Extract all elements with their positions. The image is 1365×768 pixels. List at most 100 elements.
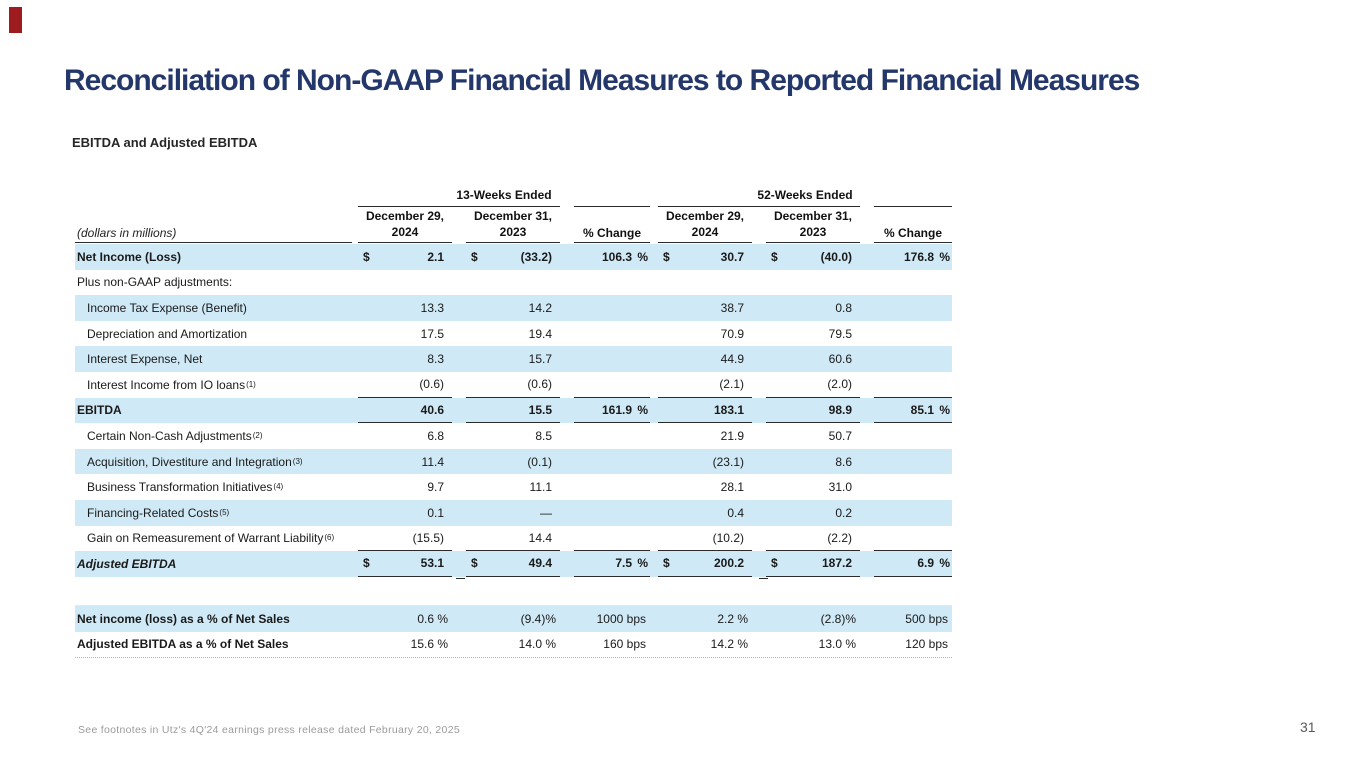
table-cell: (2.0): [766, 372, 860, 398]
table-cell: [574, 295, 650, 321]
group-underline: [874, 206, 952, 207]
table-row: Adjusted EBITDA $53.1 $49.4 7.5% $200.2 $187.…: [75, 551, 952, 579]
table-cell: 8.5: [535, 428, 552, 443]
table-cell: [874, 526, 952, 552]
row-label: Net Income (Loss): [77, 249, 182, 264]
row-label: Adjusted EBITDA: [77, 556, 177, 571]
table-cell: 9.7: [427, 480, 444, 495]
units-label: (dollars in millions): [77, 226, 177, 240]
table-row: Interest Income from IO loans (1) (0.6) (0.…: [75, 372, 952, 398]
header-underline: [466, 242, 560, 243]
row-label: Adjusted EBITDA as a % of Net Sales: [77, 637, 289, 652]
row-label: Certain Non-Cash Adjustments (2): [87, 428, 263, 443]
table-cell: 50.7: [828, 428, 852, 443]
table-body: Net Income (Loss) $2.1 $ (33.2) 106.3% $30.7 $…: [75, 244, 952, 579]
table-cell: 160 bps: [603, 637, 646, 652]
group-underline: [358, 206, 560, 207]
header-underline: [358, 242, 452, 243]
table-cell: 17.5: [420, 326, 444, 341]
table-cell: 15.6 %: [410, 637, 448, 652]
table-cell: 161.9%: [574, 398, 650, 424]
table-row: Business Transformation Initiatives (4) 9.…: [75, 474, 952, 500]
table-row: Certain Non-Cash Adjustments (2) 6.8 8.5 21.…: [75, 423, 952, 449]
table-cell: [874, 270, 952, 296]
table-cell: (2.2): [766, 526, 860, 552]
header-underline: [75, 242, 352, 243]
table-cell: 14.0 %: [518, 637, 556, 652]
table-row: Plus non-GAAP adjustments:: [75, 270, 952, 296]
table-row: Adjusted EBITDA as a % of Net Sales 15.6 …: [75, 632, 952, 659]
table-cell: 0.1: [427, 505, 444, 520]
row-label: Net income (loss) as a % of Net Sales: [77, 611, 290, 626]
row-label: Business Transformation Initiatives (4): [87, 480, 284, 495]
table-cell: 0.4: [727, 505, 744, 520]
row-label: EBITDA: [77, 403, 122, 418]
header-underline: [874, 242, 952, 243]
column-header-pct-change: % Change: [582, 226, 641, 240]
table-cell: $49.4: [466, 551, 560, 577]
table-body-ratios: Net income (loss) as a % of Net Sales 0.6…: [75, 605, 952, 659]
row-label: Interest Income from IO loans (1): [87, 377, 256, 392]
table-cell: 15.7: [528, 352, 552, 367]
double-underline-mark: [456, 577, 465, 579]
table-cell: 8.3: [427, 352, 444, 367]
row-label: Gain on Remeasurement of Warrant Liabili…: [87, 531, 335, 546]
table-cell: 500 bps: [905, 611, 948, 626]
table-cell: 106.3%: [601, 249, 648, 264]
table-cell: [574, 449, 650, 475]
table-row: Interest Expense, Net 8.3 15.7 44.9 60.6: [75, 346, 952, 372]
table-cell: 1000 bps: [596, 611, 646, 626]
table-cell: 0.6 %: [417, 611, 448, 626]
group-underline: [658, 206, 860, 207]
table-cell: 79.5: [828, 326, 852, 341]
page-number: 31: [1300, 719, 1316, 735]
table-title: EBITDA and Adjusted EBITDA: [72, 135, 258, 150]
row-label: Plus non-GAAP adjustments:: [77, 275, 233, 290]
column-header: December 29, 2024: [365, 209, 445, 239]
table-cell: 38.7: [720, 300, 744, 315]
table-cell: [574, 526, 650, 552]
table-cell: (0.1): [527, 454, 552, 469]
table-cell: $187.2: [766, 551, 860, 577]
table-cell: 0.2: [835, 505, 852, 520]
table-cell: (0.6): [358, 372, 452, 398]
table-row: Financing-Related Costs (5) 0.1 — 0.4 0.2: [75, 499, 952, 526]
table-cell: [574, 270, 650, 296]
table-cell: (15.5): [358, 526, 452, 552]
table-cell: 11.4: [421, 454, 444, 469]
table-row: Income Tax Expense (Benefit) 13.3 14.2 38.7…: [75, 295, 952, 321]
table-cell: (2.1): [658, 372, 752, 398]
table-cell: $ (33.2): [471, 249, 552, 264]
table-cell: 31.0: [828, 480, 852, 495]
footnote: See footnotes in Utz's 4Q'24 earnings pr…: [78, 724, 460, 736]
table-cell: 6.9%: [874, 551, 952, 577]
table-row: Net Income (Loss) $2.1 $ (33.2) 106.3% $30.7 $…: [75, 244, 952, 270]
row-label: Acquisition, Divestiture and Integration…: [87, 454, 303, 469]
table-cell: $53.1: [358, 551, 452, 577]
table-cell: 28.1: [720, 480, 744, 495]
table-cell: (2.8)%: [820, 611, 856, 626]
table-cell: (9.4)%: [520, 611, 556, 626]
table-cell: [574, 346, 650, 372]
table-cell: 0.8: [835, 300, 852, 315]
row-label: Financing-Related Costs (5): [87, 505, 230, 520]
table-cell: 60.6: [828, 352, 852, 367]
table-cell: 8.6: [835, 454, 852, 469]
column-header: December 31, 2023: [773, 209, 853, 239]
table-row: Depreciation and Amortization 17.5 19.4 70.…: [75, 321, 952, 347]
table-cell: 176.8%: [903, 249, 950, 264]
table-cell: [574, 423, 650, 449]
table-cell: 14.4: [466, 526, 560, 552]
table-cell: [874, 474, 952, 500]
table-cell: [358, 270, 452, 296]
table-cell: $2.1: [363, 249, 444, 264]
table-row: EBITDA 40.6 15.5 161.9% 183.1 98.9 85.1%: [75, 397, 952, 424]
table-cell: (10.2): [658, 526, 752, 552]
table-cell: (0.6): [466, 372, 560, 398]
table-cell: 13.0 %: [818, 637, 856, 652]
table-cell: [874, 372, 952, 398]
header-underline: [658, 242, 752, 243]
table-cell: 13.3: [420, 300, 444, 315]
column-header: December 29, 2024: [665, 209, 745, 239]
row-label: Income Tax Expense (Benefit): [87, 300, 247, 315]
